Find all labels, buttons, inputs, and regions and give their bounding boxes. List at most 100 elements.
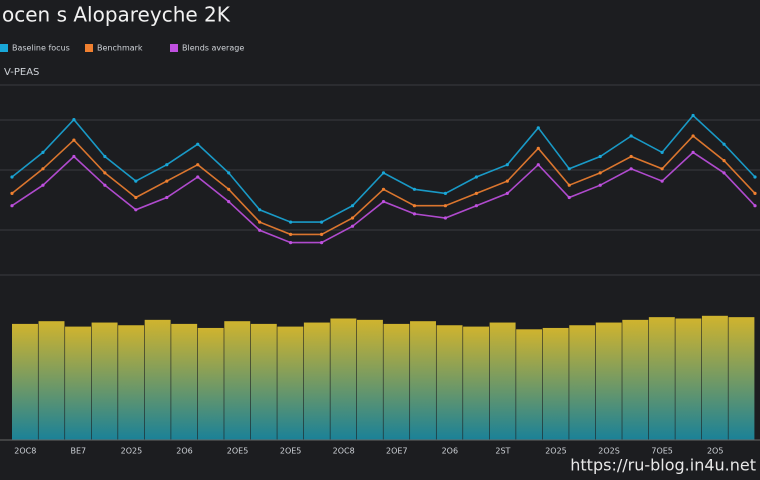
series-point	[227, 171, 231, 175]
legend-swatch	[170, 44, 178, 52]
series-point	[598, 154, 602, 159]
series-point	[196, 163, 200, 167]
series-point	[412, 212, 417, 216]
watermark: https://ru-blog.in4u.net	[570, 456, 756, 475]
series-point	[722, 159, 726, 163]
series-point	[443, 216, 448, 220]
series-point	[505, 163, 509, 167]
bar	[542, 327, 569, 440]
series-point	[598, 183, 602, 187]
bar	[569, 325, 596, 440]
bar	[65, 326, 92, 440]
bar	[595, 322, 622, 440]
x-tick-label: 2OC8	[333, 447, 355, 456]
series-point	[753, 204, 757, 208]
series-point	[103, 183, 107, 187]
bar	[622, 319, 649, 440]
series-point	[258, 208, 262, 212]
series-point	[412, 204, 417, 208]
legend-swatch	[85, 44, 93, 52]
series-point	[289, 241, 293, 245]
series-point	[629, 134, 633, 138]
bar	[701, 315, 728, 440]
bar	[144, 319, 171, 440]
series-point	[443, 204, 448, 208]
bar	[303, 322, 330, 440]
bar	[91, 322, 118, 440]
series-point	[165, 179, 169, 183]
series-point	[660, 167, 664, 171]
x-tick-label: 2O25	[545, 447, 567, 456]
bar	[463, 326, 490, 440]
series-point	[10, 175, 14, 179]
series-point	[10, 191, 14, 195]
bar	[675, 318, 702, 440]
series-point	[258, 220, 262, 224]
series-point	[412, 187, 417, 191]
bar	[728, 317, 755, 440]
bar	[171, 323, 198, 440]
bar	[12, 323, 38, 440]
series-point	[536, 163, 540, 167]
series-point	[289, 220, 293, 224]
series-point	[536, 146, 540, 150]
series-point	[691, 150, 695, 154]
series-point	[660, 179, 664, 183]
x-tick-label: 2OE5	[280, 447, 302, 456]
series-point	[72, 154, 76, 159]
series-point	[103, 154, 107, 159]
series-point	[350, 204, 355, 208]
x-tick-label: 2O25	[121, 447, 143, 456]
bar	[410, 321, 436, 440]
series-point	[753, 175, 757, 179]
series-point	[443, 191, 448, 195]
series-point	[691, 113, 695, 118]
bar	[118, 325, 145, 440]
series-point	[72, 138, 76, 142]
bar	[436, 325, 463, 440]
bar	[277, 326, 304, 440]
bar	[489, 322, 516, 440]
series-point	[165, 195, 169, 200]
series-point	[567, 195, 571, 200]
bar	[516, 329, 543, 440]
series-point	[289, 232, 293, 236]
series-point	[722, 142, 726, 146]
series-point	[629, 167, 633, 171]
x-tick-label: 2O5	[707, 447, 723, 456]
x-tick-label: 2OE7	[386, 447, 408, 456]
series-point	[474, 204, 478, 208]
series-point	[319, 232, 324, 236]
bar	[383, 323, 410, 440]
bar	[38, 321, 65, 440]
series-point	[72, 118, 76, 122]
series-point	[41, 183, 45, 187]
series-point	[165, 163, 169, 167]
series-point	[474, 191, 478, 195]
series-point	[691, 134, 695, 138]
x-tick-label: 2O6	[176, 447, 192, 456]
series-point	[753, 191, 757, 195]
series-point	[567, 183, 571, 187]
series-point	[660, 150, 664, 154]
y-axis-label: V-PEAS	[4, 67, 39, 78]
series-point	[196, 142, 200, 146]
series-point	[536, 126, 540, 130]
bar	[250, 323, 277, 440]
series-point	[134, 195, 138, 200]
x-tick-label: 2OC8	[14, 447, 36, 456]
series-point	[350, 216, 355, 220]
series-point	[350, 224, 355, 228]
series-point	[381, 187, 386, 191]
legend-label: Blends average	[182, 44, 244, 53]
series-point	[41, 150, 45, 154]
series-point	[722, 171, 726, 175]
x-tick-label: 2O2S	[598, 447, 620, 456]
x-tick-label: 7OE5	[651, 447, 673, 456]
series-point	[381, 171, 386, 175]
x-tick-label: 2OE5	[227, 447, 249, 456]
bar	[330, 318, 357, 440]
series-point	[505, 191, 509, 195]
x-tick-label: BE7	[71, 447, 87, 456]
